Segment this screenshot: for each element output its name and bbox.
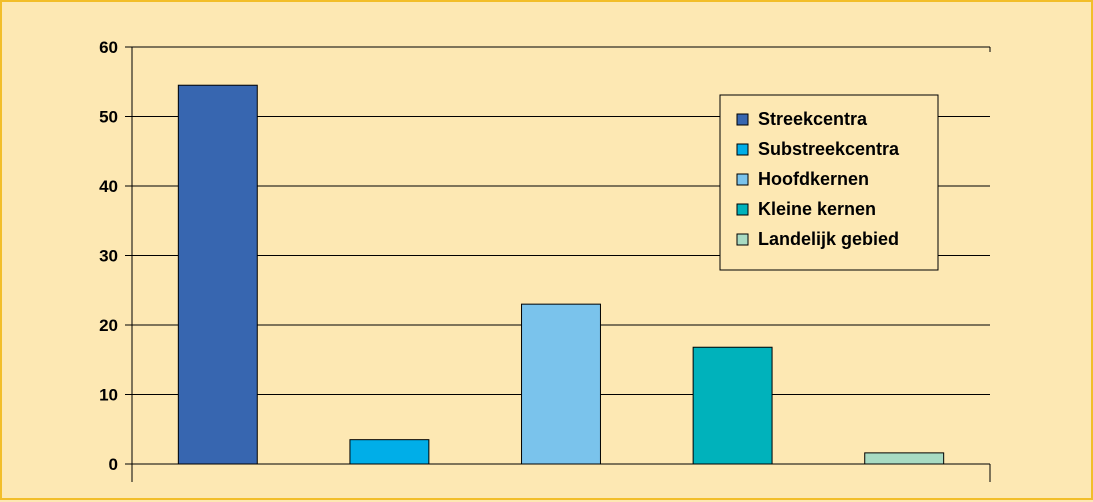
gridlines — [132, 46, 990, 395]
legend-swatch — [736, 233, 749, 246]
bar-hoofdkernen — [521, 303, 601, 465]
bar-streekcentra — [177, 84, 258, 465]
legend-swatch — [736, 203, 749, 216]
y-tick-label: 10 — [99, 386, 118, 405]
y-tick-label: 30 — [99, 247, 118, 266]
y-tick-label: 40 — [99, 177, 118, 196]
legend-swatch — [736, 173, 749, 186]
bar-substreekcentra — [349, 439, 430, 465]
bars — [177, 84, 945, 465]
y-tick-label: 20 — [99, 316, 118, 335]
legend-swatch — [736, 113, 749, 126]
bar-landelijk-gebied — [864, 452, 945, 465]
legend: Streekcentra Substreekcentra Hoofdkernen Kl… — [719, 94, 939, 271]
legend-label: Substreekcentra — [758, 139, 900, 159]
y-tick-label: 0 — [109, 455, 118, 474]
y-tick-label: 60 — [99, 38, 118, 57]
y-tick-labels: 0 10 20 30 40 50 60 — [99, 38, 118, 474]
legend-label: Hoofdkernen — [758, 169, 869, 189]
legend-label: Kleine kernen — [758, 199, 876, 219]
bar-kleine-kernen — [692, 346, 773, 465]
legend-swatch — [736, 143, 749, 156]
legend-label: Streekcentra — [758, 109, 868, 129]
y-tick-label: 50 — [99, 108, 118, 127]
legend-label: Landelijk gebied — [758, 229, 899, 249]
legend-box — [719, 94, 939, 271]
